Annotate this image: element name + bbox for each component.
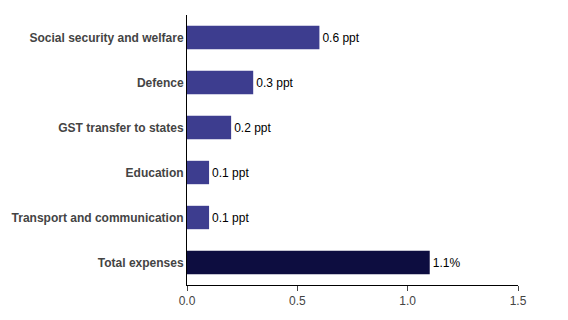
svg-text:0.1 ppt: 0.1 ppt xyxy=(212,166,249,180)
svg-text:Social security and welfare: Social security and welfare xyxy=(30,31,184,45)
svg-text:0.1 ppt: 0.1 ppt xyxy=(212,211,249,225)
svg-text:0.0: 0.0 xyxy=(179,294,196,308)
svg-text:0.6 ppt: 0.6 ppt xyxy=(322,31,359,45)
svg-text:Education: Education xyxy=(126,166,184,180)
svg-text:1.1%: 1.1% xyxy=(433,256,461,270)
svg-text:1.0: 1.0 xyxy=(399,294,416,308)
svg-text:0.3 ppt: 0.3 ppt xyxy=(256,76,293,90)
svg-text:Total expenses: Total expenses xyxy=(98,256,184,270)
svg-text:GST transfer to states: GST transfer to states xyxy=(58,121,184,135)
svg-text:0.2 ppt: 0.2 ppt xyxy=(234,121,271,135)
svg-text:0.5: 0.5 xyxy=(289,294,306,308)
svg-text:Defence: Defence xyxy=(137,76,184,90)
svg-text:1.5: 1.5 xyxy=(510,294,527,308)
svg-text:Transport and communication: Transport and communication xyxy=(12,211,184,225)
